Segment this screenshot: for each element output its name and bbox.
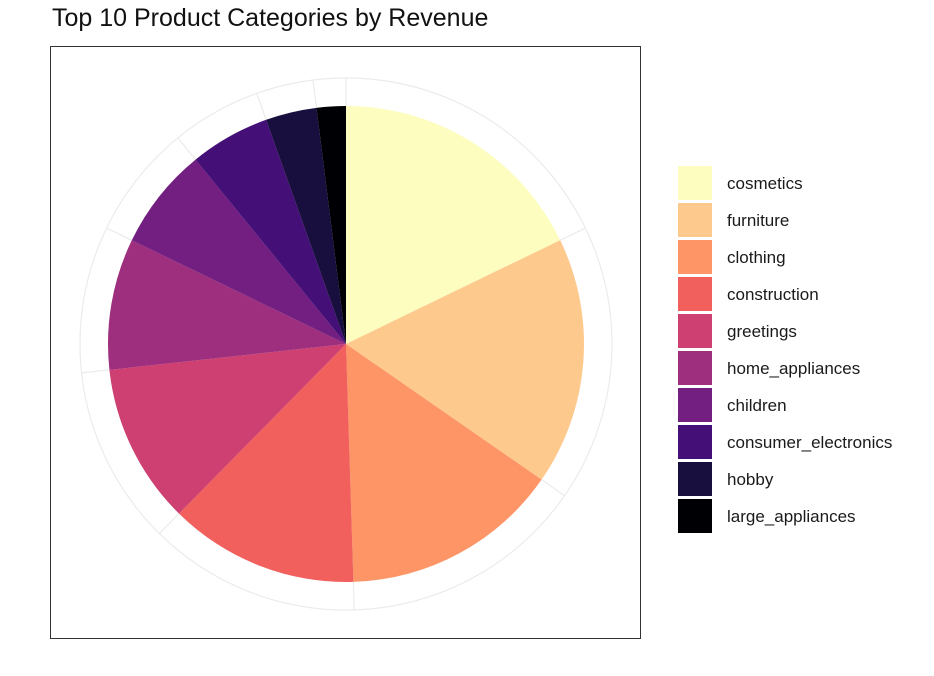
pie-slice-consumer_electronics [195,119,346,345]
legend-label-large_appliances: large_appliances [727,507,856,526]
legend-key-children [678,388,712,422]
legend-key-consumer_electronics [678,425,712,459]
legend-label-children: children [727,396,787,415]
legend-key-construction [678,277,712,311]
pie-slice-clothing [346,344,542,582]
legend-key-large_appliances [678,499,712,533]
pie-slice-large_appliances [316,106,346,344]
legend-label-cosmetics: cosmetics [727,174,803,193]
legend-key-hobby [678,462,712,496]
pie-slice-greetings [109,344,346,514]
legend-label-greetings: greetings [727,322,797,341]
pie-slice-construction [179,344,354,582]
legend-key-home_appliances [678,351,712,385]
pie-slices [108,106,584,582]
legend-label-construction: construction [727,285,819,304]
legend-label-clothing: clothing [727,248,786,267]
legend-label-home_appliances: home_appliances [727,359,861,378]
legend-key-clothing [678,240,712,274]
pie-slice-hobby [266,107,346,344]
legend-key-greetings [678,314,712,348]
pie-slice-children [131,159,346,344]
legend-label-consumer_electronics: consumer_electronics [727,433,893,452]
legend-key-cosmetics [678,166,712,200]
pie-slice-home_appliances [108,240,346,370]
pie-slice-furniture [346,240,584,480]
legend-label-hobby: hobby [727,470,774,489]
pie-slice-cosmetics [346,106,561,344]
legend-label-furniture: furniture [727,211,790,230]
legend-key-furniture [678,203,712,237]
chart-title: Top 10 Product Categories by Revenue [52,4,489,32]
